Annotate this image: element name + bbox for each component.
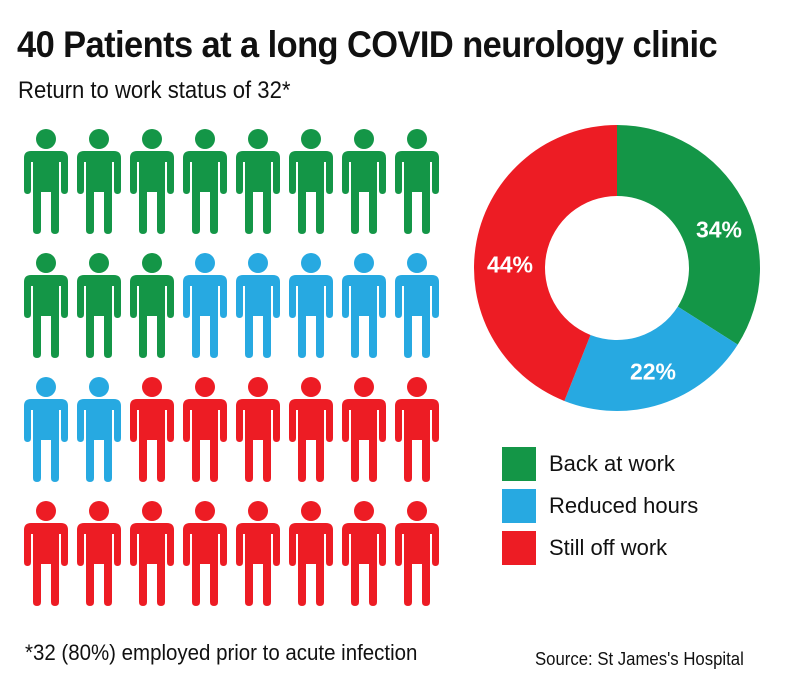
person-icon — [75, 250, 125, 360]
person-icon — [393, 498, 443, 608]
person-icon — [287, 250, 337, 360]
person-icon — [234, 498, 284, 608]
donut-chart: 34% 22% 44% — [470, 120, 770, 420]
label-reduced-hours: 22% — [629, 358, 677, 385]
person-icon — [22, 498, 72, 608]
person-icon — [181, 250, 231, 360]
person-icon — [393, 126, 443, 236]
person-icon — [181, 374, 231, 484]
slice-still-off-work — [474, 125, 617, 401]
person-icon — [234, 250, 284, 360]
person-icon — [181, 498, 231, 608]
legend-label: Still off work — [549, 535, 668, 560]
person-icon — [75, 498, 125, 608]
person-icon — [393, 374, 443, 484]
person-icon — [75, 374, 125, 484]
person-icon — [340, 250, 390, 360]
person-icon — [340, 498, 390, 608]
chart-subtitle: Return to work status of 32* — [18, 77, 291, 104]
person-icon — [340, 126, 390, 236]
person-icon — [128, 498, 178, 608]
slice-back-at-work — [617, 125, 760, 345]
person-icon — [22, 250, 72, 360]
person-icon — [393, 250, 443, 360]
swatch-still-off-work — [502, 531, 536, 565]
patient-pictogram — [22, 126, 443, 608]
person-icon — [234, 126, 284, 236]
person-icon — [234, 374, 284, 484]
chart-title: 40 Patients at a long COVID neurology cl… — [17, 24, 718, 65]
donut-svg — [474, 125, 760, 411]
legend-item-reduced-hours: Reduced hours — [502, 485, 698, 527]
person-icon — [75, 126, 125, 236]
person-icon — [340, 374, 390, 484]
legend-item-still-off-work: Still off work — [502, 527, 698, 569]
person-icon — [128, 374, 178, 484]
legend-item-back-at-work: Back at work — [502, 443, 698, 485]
person-icon — [128, 250, 178, 360]
person-icon — [287, 498, 337, 608]
person-icon — [287, 374, 337, 484]
person-icon — [22, 126, 72, 236]
legend-label: Back at work — [549, 451, 675, 476]
person-icon — [287, 126, 337, 236]
source-credit: Source: St James's Hospital — [535, 649, 744, 669]
slice-reduced-hours — [564, 306, 738, 411]
footnote: *32 (80%) employed prior to acute infect… — [25, 640, 418, 665]
swatch-back-at-work — [502, 447, 536, 481]
person-icon — [181, 126, 231, 236]
legend-label: Reduced hours — [549, 493, 699, 518]
person-icon — [128, 126, 178, 236]
legend: Back at work Reduced hours Still off wor… — [502, 443, 698, 569]
label-back-at-work: 34% — [695, 216, 743, 243]
swatch-reduced-hours — [502, 489, 536, 523]
person-icon — [22, 374, 72, 484]
label-still-off-work: 44% — [486, 251, 534, 278]
